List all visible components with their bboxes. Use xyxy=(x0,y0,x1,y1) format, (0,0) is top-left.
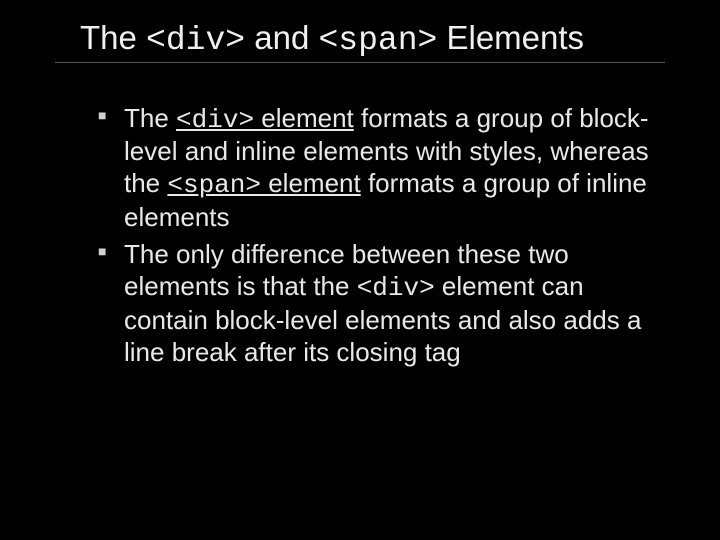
b1-underline-1: element xyxy=(254,103,354,133)
title-text-3: Elements xyxy=(437,19,584,56)
title-underline xyxy=(55,62,665,63)
b1-text-1: The xyxy=(124,103,176,133)
b1-code-2: <span> xyxy=(167,170,261,200)
bullet-list: The <div> element formats a group of blo… xyxy=(80,103,660,369)
b1-code-1: <div> xyxy=(176,105,254,135)
slide: The <div> and <span> Elements The <div> … xyxy=(0,0,720,540)
b2-code-1: <div> xyxy=(357,273,435,303)
bullet-item-2: The only difference between these two el… xyxy=(98,239,660,368)
bullet-item-1: The <div> element formats a group of blo… xyxy=(98,103,660,234)
b1-underline-2: element xyxy=(261,168,361,198)
title-text-2: and xyxy=(245,19,318,56)
title-text-1: The xyxy=(80,19,146,56)
title-code-2: <span> xyxy=(318,22,437,59)
title-code-1: <div> xyxy=(146,22,245,59)
slide-title: The <div> and <span> Elements xyxy=(80,18,660,61)
